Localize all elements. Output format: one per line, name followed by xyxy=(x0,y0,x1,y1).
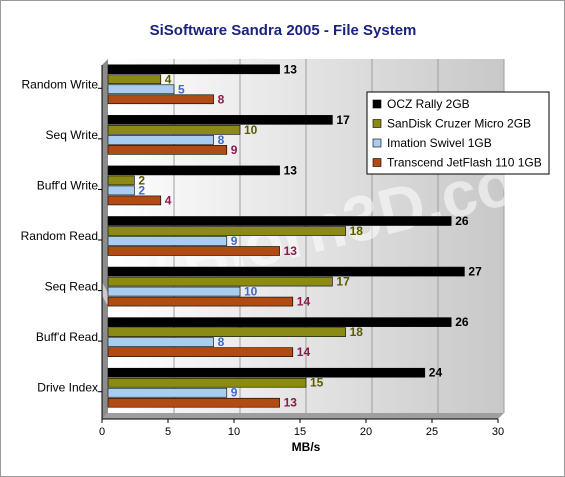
x-tick-label: 15 xyxy=(294,426,306,438)
data-label: 9 xyxy=(231,386,238,400)
bar xyxy=(107,397,280,408)
bar xyxy=(107,125,241,135)
bar xyxy=(107,266,465,277)
legend-swatch xyxy=(372,158,382,167)
plot-side-wall xyxy=(102,59,108,419)
x-tick-label: 20 xyxy=(360,426,372,438)
legend-swatch xyxy=(372,138,382,148)
data-label: 15 xyxy=(310,376,324,390)
data-label: 5 xyxy=(178,82,185,96)
legend xyxy=(366,91,550,175)
data-label: 9 xyxy=(231,234,238,248)
data-label: 24 xyxy=(429,366,443,380)
bar xyxy=(107,367,426,378)
x-tick-label: 5 xyxy=(165,426,171,438)
legend-label: Transcend JetFlash 110 1GB xyxy=(387,156,542,170)
bar xyxy=(107,84,175,95)
bar xyxy=(107,226,346,236)
data-label: 18 xyxy=(350,325,364,339)
legend-label: SanDisk Cruzer Micro 2GB xyxy=(387,117,531,131)
data-label: 14 xyxy=(297,295,311,309)
data-label: 2 xyxy=(138,173,145,187)
bar xyxy=(107,387,228,398)
data-label: 8 xyxy=(218,133,225,147)
x-tick-label: 0 xyxy=(99,426,105,438)
data-label: 27 xyxy=(468,265,482,279)
plot-floor xyxy=(102,413,504,419)
data-label: 13 xyxy=(284,163,298,177)
bar xyxy=(107,337,214,347)
category-label: Random Write xyxy=(22,77,99,91)
legend-label: OCZ Rally 2GB xyxy=(387,97,470,111)
category-label: Seq Read xyxy=(45,280,98,294)
data-label: 18 xyxy=(350,224,364,238)
data-label: 4 xyxy=(165,193,172,207)
bar xyxy=(107,165,280,176)
legend-swatch xyxy=(372,99,382,109)
data-label: 13 xyxy=(284,62,298,76)
bar xyxy=(107,317,452,327)
bar xyxy=(107,195,162,206)
category-label: Drive Index xyxy=(37,381,98,395)
category-label: Buff'd Write xyxy=(37,178,99,192)
bar xyxy=(107,115,333,125)
bar xyxy=(107,216,452,226)
data-label: 26 xyxy=(455,315,469,329)
category-label: Random Read xyxy=(21,229,98,243)
data-label: 9 xyxy=(231,143,238,157)
category-label: Buff'd Read xyxy=(36,330,98,344)
legend-swatch xyxy=(372,119,382,128)
bar xyxy=(107,286,241,297)
bar xyxy=(107,236,228,246)
bar xyxy=(107,296,294,307)
data-label: 2 xyxy=(138,183,145,197)
bar xyxy=(107,135,214,145)
category-label: Seq Write xyxy=(46,128,99,142)
data-label: 14 xyxy=(297,345,311,359)
bar xyxy=(107,347,294,357)
bar xyxy=(107,377,307,388)
x-axis-title: MB/s xyxy=(292,440,321,454)
data-label: 10 xyxy=(244,285,258,299)
data-label: 8 xyxy=(218,92,225,106)
bar xyxy=(107,327,346,337)
bar xyxy=(107,185,135,196)
data-label: 26 xyxy=(455,214,469,228)
data-label: 17 xyxy=(336,275,350,289)
data-label: 17 xyxy=(336,113,350,127)
bar xyxy=(107,175,135,186)
bar xyxy=(107,94,214,105)
data-label: 4 xyxy=(165,72,172,86)
bar xyxy=(107,145,228,155)
bar xyxy=(107,64,280,75)
bar xyxy=(107,74,162,85)
chart-title: SiSoftware Sandra 2005 - File System xyxy=(150,22,417,39)
x-tick-label: 25 xyxy=(426,426,438,438)
data-label: 13 xyxy=(284,396,298,410)
legend-label: Imation Swivel 1GB xyxy=(387,136,492,150)
x-tick-label: 30 xyxy=(492,426,504,438)
bar xyxy=(107,276,333,287)
x-tick-label: 10 xyxy=(228,426,240,438)
data-label: 10 xyxy=(244,123,258,137)
bar xyxy=(107,246,280,256)
data-label: 8 xyxy=(218,335,225,349)
data-label: 13 xyxy=(284,244,298,258)
